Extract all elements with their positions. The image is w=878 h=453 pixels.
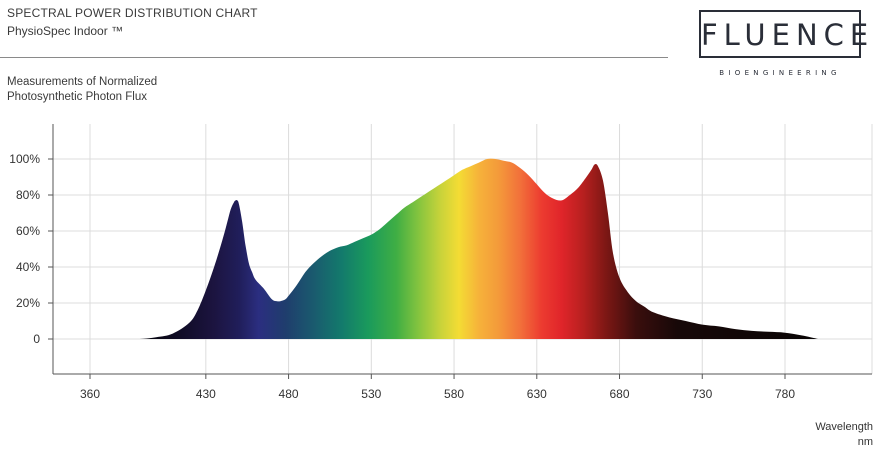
x-axis-label: Wavelength nm	[815, 420, 873, 450]
y-tick-label: 60%	[16, 224, 40, 238]
x-tick-label: 360	[80, 387, 100, 401]
x-tick-label: 780	[775, 387, 795, 401]
y-tick-label: 100%	[9, 152, 40, 166]
x-axis-title: Wavelength	[815, 421, 873, 433]
y-axis-description-line2: Photosynthetic Photon Flux	[7, 91, 147, 103]
logo-wordmark: FLUENCE	[701, 18, 875, 52]
x-tick-label: 580	[444, 387, 464, 401]
x-tick-label: 630	[527, 387, 547, 401]
x-tick-label: 530	[361, 387, 381, 401]
y-tick-label: 40%	[16, 260, 40, 274]
header-divider	[0, 57, 668, 58]
x-tick-label: 730	[692, 387, 712, 401]
logo-tagline: BIOENGINEERING	[719, 69, 841, 77]
x-tick-label: 680	[610, 387, 630, 401]
y-axis-description: Measurements of Normalized Photosyntheti…	[7, 75, 207, 105]
fluence-logo: FLUENCE	[699, 10, 875, 58]
y-tick-label: 80%	[16, 188, 40, 202]
spectrum-area	[123, 158, 819, 339]
y-tick-label: 20%	[16, 296, 40, 310]
y-axis-description-line1: Measurements of Normalized	[7, 76, 158, 88]
x-axis-unit: nm	[857, 436, 873, 448]
chart-title: SPECTRAL POWER DISTRIBUTION CHART	[7, 6, 258, 20]
y-tick-label: 0	[33, 332, 40, 346]
x-tick-label: 430	[196, 387, 216, 401]
x-tick-label: 480	[279, 387, 299, 401]
chart-subtitle: PhysioSpec Indoor ™	[7, 24, 124, 38]
